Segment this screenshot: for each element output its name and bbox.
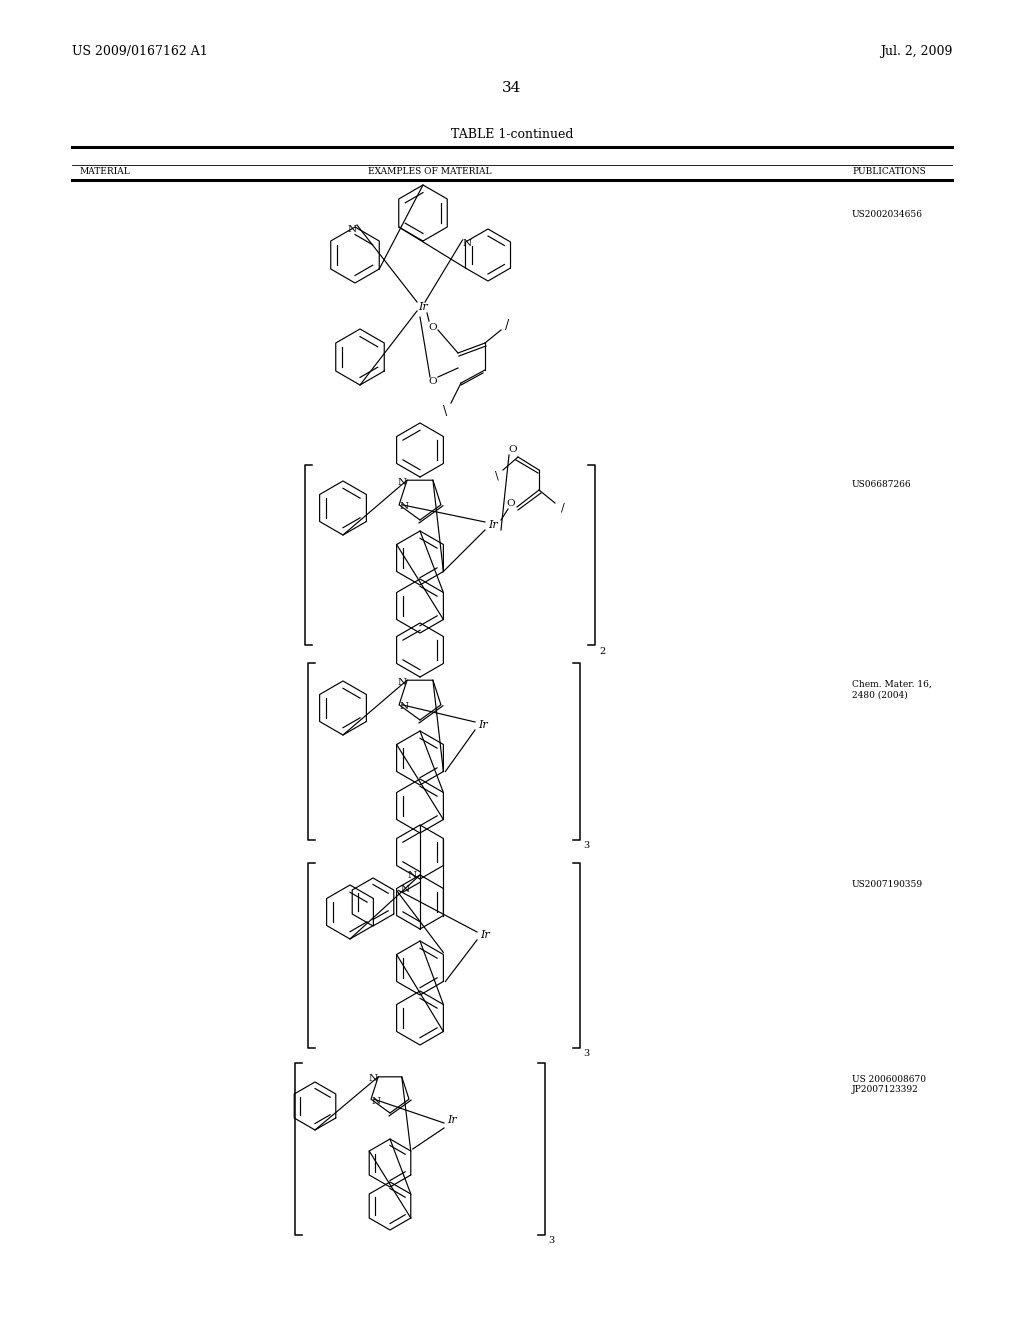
Text: PUBLICATIONS: PUBLICATIONS — [852, 168, 926, 177]
Text: MATERIAL: MATERIAL — [80, 168, 131, 177]
Text: EXAMPLES OF MATERIAL: EXAMPLES OF MATERIAL — [369, 168, 492, 177]
Text: N: N — [397, 677, 407, 686]
Text: N: N — [397, 478, 407, 487]
Text: N: N — [399, 702, 409, 711]
Text: Ir: Ir — [480, 931, 489, 940]
Text: 3: 3 — [548, 1236, 554, 1245]
Text: N: N — [463, 239, 472, 248]
Text: 3: 3 — [583, 1049, 589, 1059]
Text: Ir: Ir — [488, 520, 498, 531]
Text: US2002034656: US2002034656 — [852, 210, 923, 219]
Text: O: O — [509, 446, 517, 454]
Text: N: N — [347, 224, 356, 234]
Text: O: O — [507, 499, 515, 507]
Text: 34: 34 — [503, 81, 521, 95]
Text: N: N — [400, 884, 410, 894]
Text: US 2009/0167162 A1: US 2009/0167162 A1 — [72, 45, 208, 58]
Text: \: \ — [442, 405, 447, 418]
Text: Chem. Mater. 16,
2480 (2004): Chem. Mater. 16, 2480 (2004) — [852, 680, 932, 700]
Text: N: N — [372, 1097, 381, 1106]
Text: N: N — [369, 1074, 378, 1084]
Text: 3: 3 — [583, 841, 589, 850]
Text: US2007190359: US2007190359 — [852, 880, 923, 888]
Text: US06687266: US06687266 — [852, 480, 911, 488]
Text: US 2006008670
JP2007123392: US 2006008670 JP2007123392 — [852, 1074, 926, 1094]
Text: N: N — [399, 503, 409, 511]
Text: Jul. 2, 2009: Jul. 2, 2009 — [880, 45, 952, 58]
Text: N: N — [408, 871, 417, 880]
Text: Ir: Ir — [478, 719, 487, 730]
Text: O: O — [429, 322, 437, 331]
Text: O: O — [429, 378, 437, 387]
Text: \: \ — [496, 470, 499, 480]
Text: /: / — [505, 318, 509, 331]
Text: TABLE 1-continued: TABLE 1-continued — [451, 128, 573, 141]
Text: /: / — [561, 502, 565, 512]
Text: 2: 2 — [599, 647, 605, 656]
Text: Ir: Ir — [447, 1115, 457, 1125]
Text: Ir: Ir — [418, 302, 428, 312]
